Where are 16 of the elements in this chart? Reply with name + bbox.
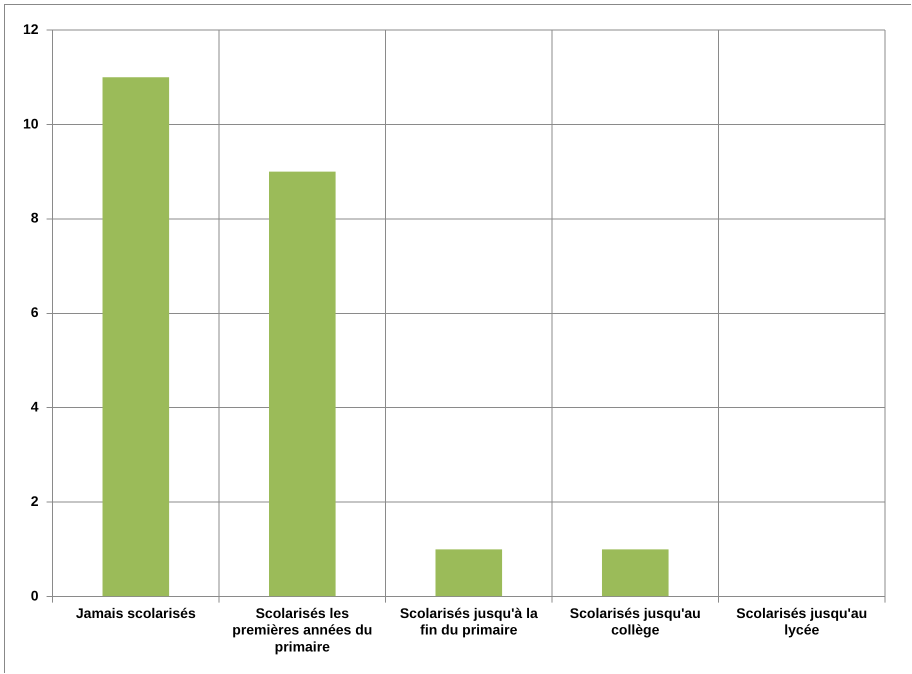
x-tick-label: Scolarisés jusqu'au collège bbox=[570, 604, 701, 638]
x-tick-label: Jamais scolarisés bbox=[76, 604, 196, 621]
bar bbox=[269, 172, 336, 596]
y-tick-label: 6 bbox=[30, 304, 39, 320]
y-tick-label: 10 bbox=[22, 115, 39, 132]
x-tick-label: Scolarisés jusqu'à la fin du primaire bbox=[400, 604, 538, 638]
x-tick-label: Scolarisés les premières années du primaire bbox=[232, 604, 372, 654]
bar bbox=[102, 77, 170, 596]
y-tick-label: 0 bbox=[30, 587, 39, 604]
bar bbox=[602, 549, 669, 596]
x-tick-label: Scolarisés jusqu'au lycée bbox=[736, 604, 868, 638]
y-tick-label: 12 bbox=[22, 20, 39, 37]
bar bbox=[435, 549, 502, 596]
y-tick-label: 2 bbox=[30, 493, 39, 510]
y-tick-label: 8 bbox=[30, 210, 39, 226]
y-tick-label: 4 bbox=[30, 398, 39, 415]
